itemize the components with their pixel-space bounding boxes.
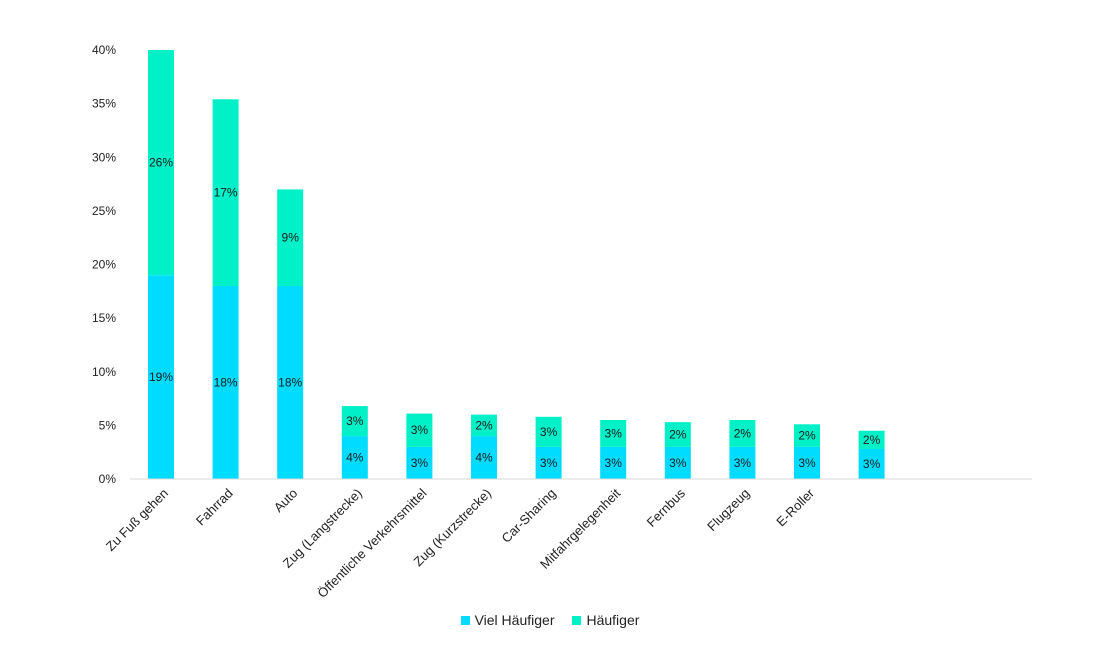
- data-label: 3%: [540, 425, 558, 439]
- y-tick-label: 0%: [99, 472, 117, 486]
- data-label: 3%: [669, 456, 687, 470]
- bar-segment-viel-haeufiger: [729, 446, 756, 479]
- y-tick-label: 25%: [92, 204, 116, 218]
- bar-segment-viel-haeufiger: [858, 448, 885, 479]
- legend-item-viel-haeufiger: Viel Häufiger: [460, 612, 555, 628]
- bar-segment-viel-haeufiger: [535, 446, 562, 479]
- bar-segment-haeufiger: [471, 414, 497, 437]
- data-label: 4%: [475, 451, 493, 465]
- x-category-label: Auto: [271, 486, 301, 516]
- bar-segment-haeufiger: [794, 424, 820, 447]
- x-category-label: E-Roller: [773, 485, 817, 529]
- x-category-label: Fernbus: [644, 485, 689, 530]
- data-label: 3%: [863, 457, 881, 471]
- data-label: 26%: [149, 156, 173, 170]
- data-label: 17%: [214, 186, 238, 200]
- data-label: 3%: [798, 456, 816, 470]
- data-label: 18%: [278, 375, 302, 389]
- data-label: 2%: [475, 418, 493, 432]
- legend-swatch-viel-haeufiger: [460, 615, 470, 625]
- data-label: 3%: [734, 456, 752, 470]
- bar-segment-haeufiger: [277, 189, 304, 286]
- data-label: 2%: [863, 433, 881, 447]
- bar-segment-viel-haeufiger: [277, 285, 304, 479]
- bar-segment-haeufiger: [406, 413, 433, 447]
- bar-segment-haeufiger: [148, 50, 174, 276]
- data-label: 18%: [214, 375, 238, 389]
- x-category-label: Zu Fuß gehen: [103, 486, 171, 554]
- y-tick-label: 35%: [92, 97, 116, 111]
- legend: Viel Häufiger Häufiger: [0, 612, 1100, 628]
- bar-segment-haeufiger: [535, 416, 562, 447]
- y-tick-label: 30%: [92, 150, 116, 164]
- data-label: 4%: [346, 451, 364, 465]
- data-label: 2%: [734, 426, 752, 440]
- x-category-label: Flugzeug: [704, 486, 752, 534]
- y-tick-label: 5%: [99, 418, 117, 432]
- bar-segment-viel-haeufiger: [600, 446, 627, 479]
- data-label: 3%: [346, 414, 364, 428]
- data-label: 3%: [605, 456, 623, 470]
- bar-segment-viel-haeufiger: [664, 446, 691, 479]
- data-label: 2%: [798, 429, 816, 443]
- data-label: 3%: [411, 456, 429, 470]
- x-category-label: Öffentliche Verkehrsmittel: [314, 485, 429, 600]
- bar-segment-haeufiger: [729, 420, 756, 447]
- bar-segment-haeufiger: [212, 99, 239, 286]
- bar-segment-haeufiger: [600, 420, 627, 447]
- y-tick-label: 15%: [92, 311, 116, 325]
- legend-label-haeufiger: Häufiger: [586, 612, 640, 628]
- data-label: 3%: [605, 426, 623, 440]
- bars: 19% 26% 18% 17% 18% 9% 4% 3% 3% 3% 4% 2% 3% 3% 3% 3% 3% 2…: [148, 50, 885, 479]
- bar-segment-viel-haeufiger: [794, 446, 820, 479]
- data-label: 9%: [282, 231, 300, 245]
- legend-label-viel-haeufiger: Viel Häufiger: [474, 612, 555, 628]
- bar-segment-viel-haeufiger: [341, 436, 368, 479]
- data-label: 2%: [669, 427, 687, 441]
- data-label: 19%: [149, 370, 173, 384]
- y-tick-label: 10%: [92, 365, 116, 379]
- x-category-label: Car-Sharing: [499, 486, 559, 546]
- data-label: 3%: [540, 456, 558, 470]
- y-tick-label: 40%: [92, 43, 116, 57]
- legend-swatch-haeufiger: [572, 615, 582, 625]
- x-category-label: Fahrrad: [193, 486, 236, 529]
- y-tick-label: 20%: [92, 258, 116, 272]
- bar-segment-viel-haeufiger: [148, 275, 174, 479]
- bar-segment-haeufiger: [858, 430, 885, 449]
- bar-segment-viel-haeufiger: [406, 446, 433, 479]
- data-label: 3%: [411, 423, 429, 437]
- y-axis: 0% 5% 10% 15% 20% 25% 30% 35% 40%: [92, 43, 116, 486]
- legend-item-haeufiger: Häufiger: [572, 612, 639, 628]
- bar-segment-haeufiger: [664, 422, 691, 447]
- bar-segment-viel-haeufiger: [471, 436, 497, 479]
- bar-segment-haeufiger: [341, 406, 368, 437]
- bar-segment-viel-haeufiger: [212, 285, 239, 479]
